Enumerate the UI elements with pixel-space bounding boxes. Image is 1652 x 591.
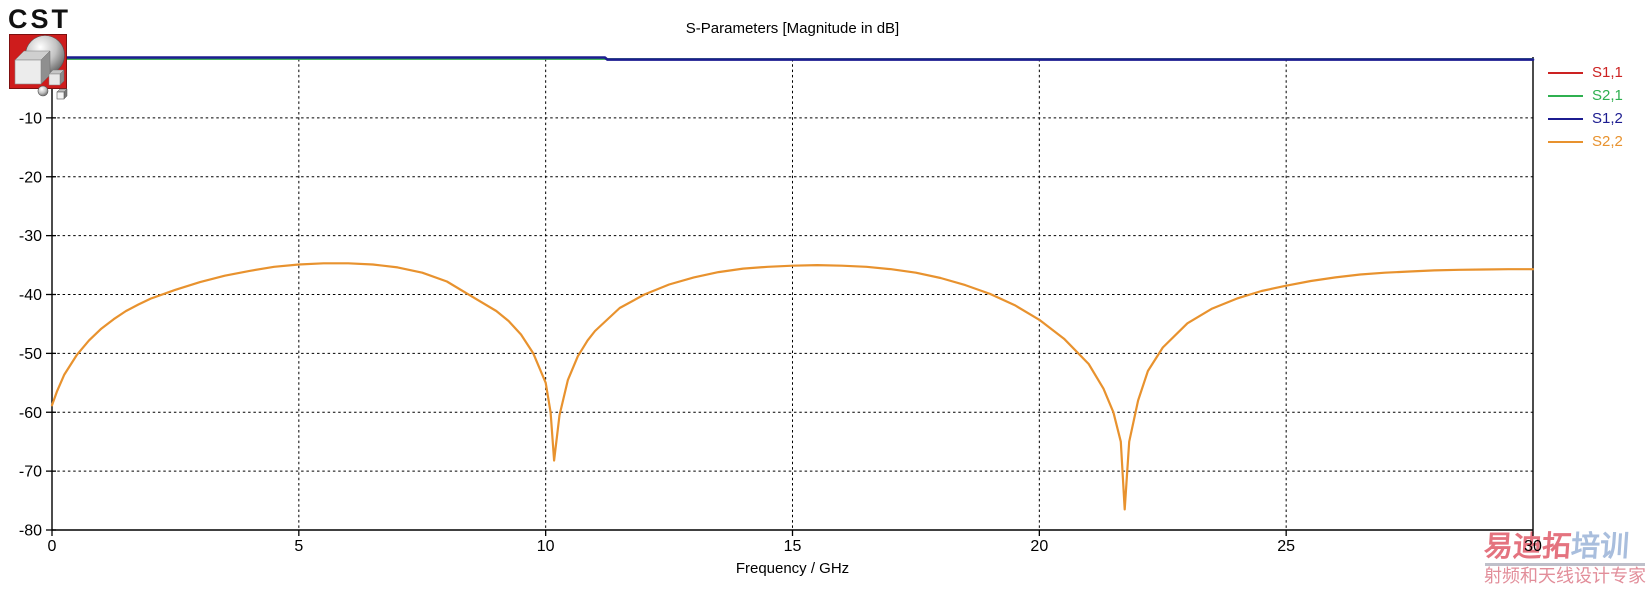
watermark-underline: [1485, 563, 1645, 566]
watermark-tagline: 射频和天线设计专家: [1484, 566, 1646, 587]
y-tick-label: -10: [19, 110, 42, 127]
legend-item-s12: S1,2: [1548, 107, 1623, 130]
legend-item-label: S2,2: [1592, 133, 1623, 150]
y-tick-label: -50: [19, 346, 42, 363]
cst-logo: CST: [8, 6, 79, 104]
y-tick-label: -30: [19, 228, 42, 245]
y-tick-label: -80: [19, 523, 42, 540]
watermark: 易迪拓培训 射频和天线设计专家: [1483, 531, 1652, 587]
legend-line-swatch: [1548, 71, 1583, 74]
cst-logo-icon: [9, 34, 68, 100]
legend-item-s21: S2,1: [1548, 84, 1623, 107]
chart-title: S-Parameters [Magnitude in dB]: [685, 20, 900, 37]
legend-item-label: S2,1: [1592, 87, 1623, 104]
x-tick-label: 25: [1277, 538, 1295, 555]
x-tick-label: 15: [784, 538, 802, 555]
y-tick-label: -40: [19, 287, 42, 304]
x-tick-label: 20: [1030, 538, 1048, 555]
x-tick-label: 5: [294, 538, 303, 555]
x-tick-label: 30: [1524, 538, 1542, 555]
y-tick-label: -60: [19, 405, 42, 422]
x-axis-label: Frequency / GHz: [735, 560, 850, 577]
x-tick-label: 0: [48, 538, 57, 555]
y-tick-label: -70: [19, 464, 42, 481]
legend-item-label: S1,2: [1592, 110, 1623, 127]
x-tick-label: 10: [537, 538, 555, 555]
legend-line-swatch: [1548, 94, 1583, 97]
legend-item-s11: S1,1: [1548, 61, 1623, 84]
legend: S1,1 S2,1 S1,2 S2,2: [1548, 61, 1623, 153]
legend-item-s22: S2,2: [1548, 130, 1623, 153]
legend-line-swatch: [1548, 117, 1583, 120]
legend-item-label: S1,1: [1592, 64, 1623, 81]
legend-line-swatch: [1548, 140, 1583, 143]
y-tick-label: -20: [19, 169, 42, 186]
series-curve-S2-2: [50, 262, 1535, 511]
cst-logo-text: CST: [8, 4, 71, 34]
series-curve-S1-2: [50, 56, 1535, 61]
